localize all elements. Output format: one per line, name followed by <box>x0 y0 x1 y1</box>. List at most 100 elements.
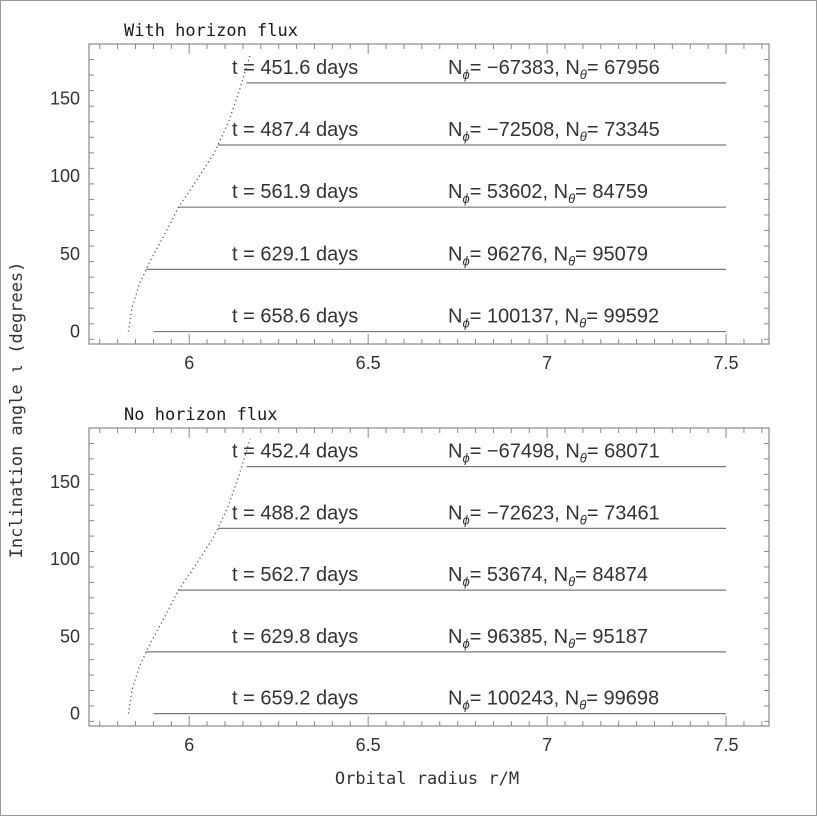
n-phi-label: N <box>448 688 462 710</box>
n-phi-value: = 100137, <box>470 306 565 328</box>
n-phi-label: N <box>448 306 462 328</box>
y-tick-label: 50 <box>60 626 80 646</box>
n-theta-label: N <box>554 243 568 265</box>
y-tick-label: 100 <box>50 549 80 569</box>
plot-frame <box>88 427 770 727</box>
snapshot-counts: Nϕ= −72508, Nθ= 73345 <box>448 119 660 144</box>
n-theta-label: N <box>565 119 579 141</box>
trajectory-curve <box>127 438 251 714</box>
n-phi-label: N <box>448 243 462 265</box>
phi-subscript: ϕ <box>462 316 469 331</box>
n-phi-label: N <box>448 57 462 79</box>
phi-subscript: ϕ <box>462 574 469 589</box>
phi-subscript: ϕ <box>462 67 469 82</box>
plot-frame <box>88 43 770 345</box>
n-phi-label: N <box>448 441 462 463</box>
theta-subscript: θ <box>580 67 587 82</box>
theta-subscript: θ <box>568 574 575 589</box>
n-theta-label: N <box>554 181 568 203</box>
n-theta-value: = 73461 <box>587 502 660 524</box>
x-axis-label: Orbital radius r/M <box>335 769 519 789</box>
n-phi-value: = −72508, <box>470 119 566 141</box>
n-phi-value: = 96276, <box>470 243 554 265</box>
snapshot-counts: Nϕ= 53602, Nθ= 84759 <box>448 181 648 206</box>
snapshot-counts: Nϕ= 53674, Nθ= 84874 <box>448 564 648 589</box>
n-phi-label: N <box>448 181 462 203</box>
panel-2: No horizon flux 6 6.5 7 7.5 0 50 100 150 t = 452.… <box>50 405 770 755</box>
snapshot-counts: Nϕ= 96276, Nθ= 95079 <box>448 243 648 268</box>
x-tick-label: 7 <box>542 353 552 373</box>
snapshot-time: t = 629.8 days <box>232 626 358 648</box>
theta-subscript: θ <box>579 316 586 331</box>
snapshot-time: t = 659.2 days <box>232 688 358 710</box>
n-phi-value: = 100243, <box>470 688 565 710</box>
x-tick-label: 6.5 <box>356 353 381 373</box>
phi-subscript: ϕ <box>462 191 469 206</box>
theta-subscript: θ <box>580 512 587 527</box>
x-tick-label: 7 <box>542 735 552 755</box>
snapshot-time: t = 562.7 days <box>232 564 358 586</box>
x-tick-label: 7.5 <box>714 735 739 755</box>
snapshot-time: t = 487.4 days <box>232 119 358 141</box>
phi-subscript: ϕ <box>462 253 469 268</box>
n-theta-label: N <box>554 564 568 586</box>
snapshot-time: t = 488.2 days <box>232 502 358 524</box>
snapshot-time: t = 658.6 days <box>232 306 358 328</box>
n-theta-value: = 84874 <box>575 564 648 586</box>
snapshot-time: t = 451.6 days <box>232 57 358 79</box>
n-phi-value: = 53674, <box>470 564 554 586</box>
theta-subscript: θ <box>568 191 575 206</box>
y-tick-label: 150 <box>50 472 80 492</box>
n-phi-label: N <box>448 564 462 586</box>
n-theta-label: N <box>565 502 579 524</box>
theta-subscript: θ <box>568 636 575 651</box>
y-axis-label: Inclination angle ι (degrees) <box>7 262 27 559</box>
y-tick-label: 50 <box>60 244 80 264</box>
snapshot-counts: Nϕ= 96385, Nθ= 95187 <box>448 626 648 651</box>
phi-subscript: ϕ <box>462 698 469 713</box>
x-tick-label: 6.5 <box>356 735 381 755</box>
n-theta-label: N <box>554 626 568 648</box>
theta-subscript: θ <box>579 698 586 713</box>
n-theta-value: = 99698 <box>586 688 659 710</box>
theta-subscript: θ <box>568 253 575 268</box>
snapshot-counts: Nϕ= 100243, Nθ= 99698 <box>448 688 659 713</box>
n-theta-label: N <box>565 441 579 463</box>
phi-subscript: ϕ <box>462 129 469 144</box>
n-phi-label: N <box>448 626 462 648</box>
n-phi-value: = −67383, <box>470 57 566 79</box>
n-theta-value: = 84759 <box>575 181 648 203</box>
panel-title: With horizon flux <box>124 21 298 41</box>
snapshot-counts: Nϕ= −67498, Nθ= 68071 <box>448 441 660 466</box>
n-theta-value: = 95079 <box>575 243 648 265</box>
x-tick-label: 7.5 <box>714 353 739 373</box>
snapshot-counts: Nϕ= 100137, Nθ= 99592 <box>448 306 659 331</box>
n-theta-value: = 68071 <box>587 441 660 463</box>
y-tick-label: 0 <box>70 322 80 342</box>
n-theta-value: = 73345 <box>587 119 660 141</box>
panel-title: No horizon flux <box>124 405 278 425</box>
y-tick-label: 100 <box>50 166 80 186</box>
n-phi-value: = −67498, <box>470 441 566 463</box>
n-theta-label: N <box>565 688 579 710</box>
y-tick-label: 0 <box>70 704 80 724</box>
snapshot-time: t = 561.9 days <box>232 181 358 203</box>
y-tick-label: 150 <box>50 88 80 108</box>
x-tick-label: 6 <box>184 735 194 755</box>
panel-1: With horizon flux 6 6.5 7 7.5 0 50 100 150 t = 45… <box>50 21 770 373</box>
theta-subscript: θ <box>580 451 587 466</box>
n-phi-label: N <box>448 119 462 141</box>
theta-subscript: θ <box>580 129 587 144</box>
phi-subscript: ϕ <box>462 451 469 466</box>
n-phi-label: N <box>448 502 462 524</box>
n-theta-value: = 67956 <box>587 57 660 79</box>
n-theta-label: N <box>565 57 579 79</box>
phi-subscript: ϕ <box>462 512 469 527</box>
n-theta-label: N <box>565 306 579 328</box>
n-theta-value: = 95187 <box>575 626 648 648</box>
n-phi-value: = −72623, <box>470 502 566 524</box>
n-phi-value: = 96385, <box>470 626 554 648</box>
